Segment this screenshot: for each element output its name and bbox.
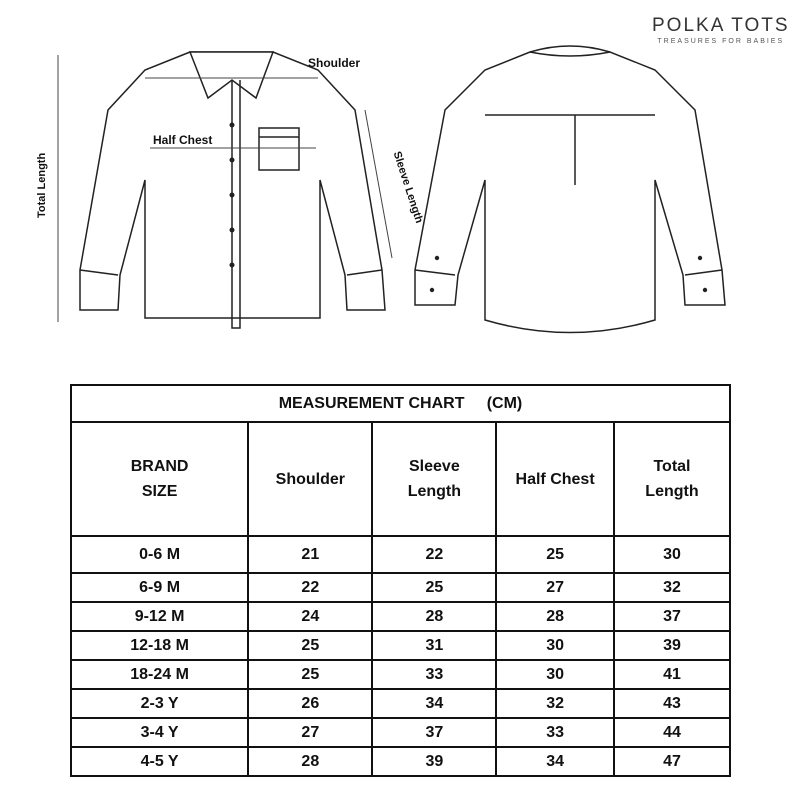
column-header-line: SIZE: [141, 483, 178, 500]
table-body: 0-6 M 21 22 25 30 6-9 M 22 25 27 32 9-12 M 24 28 28 37…: [69, 535, 732, 777]
column-header-line: Total: [653, 458, 691, 475]
measurement-cell: 43: [612, 688, 732, 719]
half-chest-label: Half Chest: [153, 133, 213, 147]
shirt-diagram: [57, 45, 726, 334]
column-header-line: BRAND: [130, 458, 189, 475]
size-cell: 6-9 M: [69, 572, 250, 603]
measurement-cell: 32: [612, 572, 732, 603]
column-header-line: Sleeve: [409, 458, 460, 475]
measurement-cell: 33: [495, 717, 615, 748]
brand-logo: POLKA TOTS TREASURES FOR BABIES: [652, 15, 790, 45]
measurement-cell: 37: [612, 601, 732, 632]
table-row: 12-18 M 25 31 30 39: [69, 630, 732, 661]
measurement-cell: 31: [371, 630, 498, 661]
column-header-line: Length: [407, 483, 462, 500]
column-header: BRAND SIZE: [69, 421, 250, 537]
brand-tagline: TREASURES FOR BABIES: [657, 38, 785, 45]
measurement-cell: 41: [612, 659, 732, 690]
measurement-cell: 22: [371, 535, 498, 574]
size-cell: 4-5 Y: [69, 746, 250, 777]
size-cell: 12-18 M: [69, 630, 250, 661]
table-title: MEASUREMENT CHART (CM): [70, 384, 731, 423]
column-header: Total Length: [612, 421, 732, 537]
measurement-cell: 28: [371, 601, 498, 632]
measurement-cell: 27: [495, 572, 615, 603]
total-length-label: Total Length: [36, 152, 48, 218]
measurement-table: MEASUREMENT CHART (CM) BRAND SIZE Shoulder…: [69, 384, 732, 777]
column-header-line: Half Chest: [515, 470, 595, 488]
table-header-row: BRAND SIZE Shoulder Sleeve Length Half Chest T…: [69, 421, 732, 537]
measurement-cell: 32: [495, 688, 615, 719]
shoulder-label: Shoulder: [308, 56, 361, 70]
measurement-cell: 30: [495, 659, 615, 690]
table-row: 3-4 Y 27 37 33 44: [69, 717, 732, 748]
measurement-cell: 47: [612, 746, 732, 777]
column-header: Shoulder: [247, 421, 374, 537]
measurement-cell: 30: [495, 630, 615, 661]
measurement-cell: 28: [495, 601, 615, 632]
measurement-cell: 24: [247, 601, 374, 632]
measurement-cell: 39: [371, 746, 498, 777]
size-cell: 9-12 M: [69, 601, 250, 632]
measurement-cell: 25: [495, 535, 615, 574]
measurement-cell: 39: [612, 630, 732, 661]
size-cell: 0-6 M: [69, 535, 250, 574]
table-row: 6-9 M 22 25 27 32: [69, 572, 732, 603]
measurement-cell: 25: [247, 659, 374, 690]
measurement-cell: 44: [612, 717, 732, 748]
measurement-cell: 27: [247, 717, 374, 748]
shirt-back: [414, 45, 726, 334]
brand-name: POLKA TOTS: [652, 15, 790, 36]
measurement-cell: 37: [371, 717, 498, 748]
measurement-cell: 25: [247, 630, 374, 661]
measurement-cell: 34: [495, 746, 615, 777]
column-header: Half Chest: [495, 421, 615, 537]
column-header-line: Shoulder: [275, 470, 345, 488]
measurement-cell: 21: [247, 535, 374, 574]
measurement-cell: 34: [371, 688, 498, 719]
table-row: 9-12 M 24 28 28 37: [69, 601, 732, 632]
size-cell: 3-4 Y: [69, 717, 250, 748]
measurement-cell: 33: [371, 659, 498, 690]
shirt-front: [57, 51, 393, 329]
table-row: 4-5 Y 28 39 34 47: [69, 746, 732, 777]
column-header: Sleeve Length: [371, 421, 498, 537]
table-row: 0-6 M 21 22 25 30: [69, 535, 732, 574]
column-header-line: Length: [645, 483, 699, 500]
measurement-cell: 22: [247, 572, 374, 603]
measurement-cell: 25: [371, 572, 498, 603]
measurement-cell: 28: [247, 746, 374, 777]
measurement-cell: 30: [612, 535, 732, 574]
size-cell: 18-24 M: [69, 659, 250, 690]
sleeve-length-measure-line: [364, 109, 393, 259]
size-cell: 2-3 Y: [69, 688, 250, 719]
table-row: 18-24 M 25 33 30 41: [69, 659, 732, 690]
table-row: 2-3 Y 26 34 32 43: [69, 688, 732, 719]
measurement-cell: 26: [247, 688, 374, 719]
